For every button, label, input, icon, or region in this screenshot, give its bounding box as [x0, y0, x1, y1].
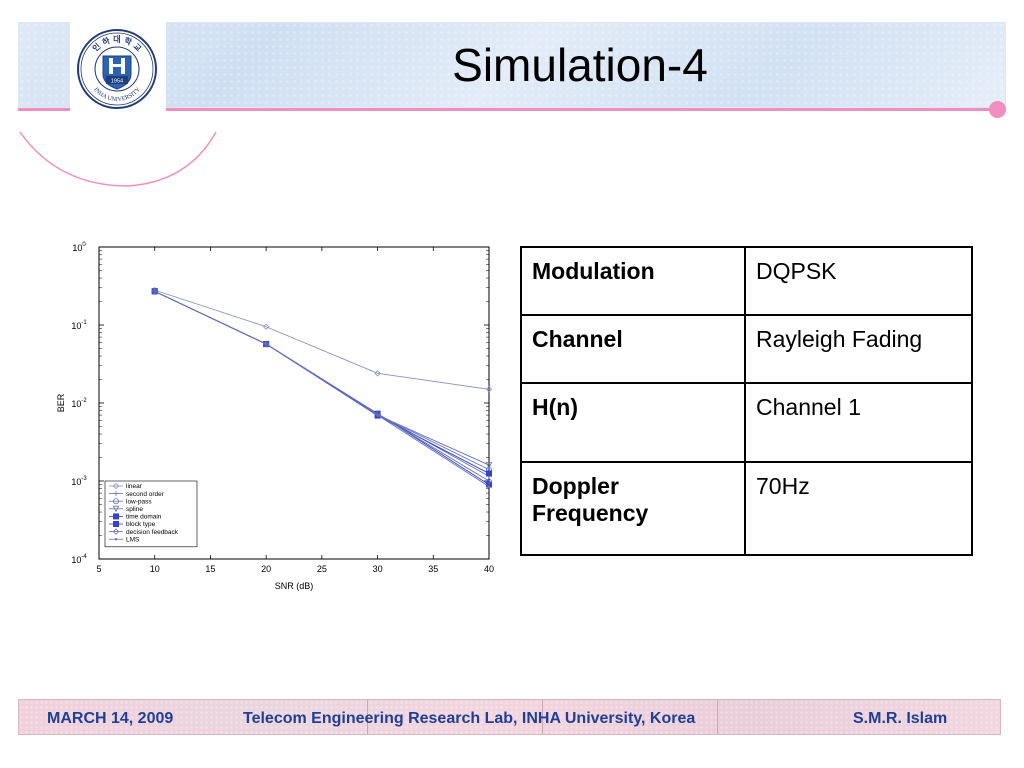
legend-entry-label: linear	[126, 483, 143, 490]
ber-chart: 5 10 15 20 25 30 35 40 100 10-1 10-2 10-3 10-4 linea…	[50, 235, 500, 600]
data-point	[485, 470, 492, 477]
y-tick-label: 10-3	[71, 476, 87, 487]
table-row: Channel Rayleigh Fading	[520, 314, 973, 385]
data-point	[485, 462, 493, 469]
x-tick-label: 25	[317, 564, 327, 574]
footer-author: S.M.R. Islam	[853, 710, 948, 727]
seal-year: 1954	[111, 79, 123, 85]
param-value-modulation: DQPSK	[744, 245, 973, 317]
x-tick-label: 40	[484, 564, 494, 574]
legend-entry-label: LMS	[126, 536, 140, 543]
legend-box	[104, 480, 198, 548]
slide-title: Simulation-4	[452, 39, 708, 91]
table-row: H(n) Channel 1	[520, 382, 973, 463]
y-tick-label: 10-2	[71, 398, 87, 409]
y-tick-base: 10	[71, 321, 81, 331]
param-key-modulation: Modulation	[520, 245, 746, 317]
x-tick-label: 20	[261, 564, 271, 574]
x-tick-label: 30	[373, 564, 383, 574]
y-tick-exponent: -3	[81, 476, 87, 482]
legend-marker	[113, 498, 120, 505]
data-point	[374, 370, 381, 377]
y-tick-exponent: 0	[82, 242, 86, 248]
data-point	[374, 410, 381, 418]
legend-entry-label: block type	[126, 521, 156, 528]
legend-marker	[112, 505, 120, 513]
legend-entry-label: time domain	[126, 514, 162, 521]
data-point	[262, 323, 270, 330]
legend-marker	[112, 528, 120, 535]
header-divider-line	[18, 108, 990, 111]
footer-separator	[542, 700, 543, 734]
param-key-hn: H(n)	[520, 382, 746, 463]
legend-marker	[114, 538, 118, 541]
table-row: Doppler Frequency 70Hz	[520, 460, 973, 557]
y-tick-exponent: -1	[81, 320, 87, 326]
simulation-parameters-table: Modulation DQPSK Channel Rayleigh Fading…	[520, 245, 973, 557]
y-tick-label: 100	[72, 242, 86, 253]
data-point	[485, 386, 493, 393]
data-point	[485, 477, 493, 485]
param-key-doppler: Doppler Frequency	[520, 460, 746, 557]
y-tick-exponent: -2	[81, 398, 87, 404]
data-point	[153, 290, 156, 293]
header-band	[18, 22, 1006, 108]
param-key-channel: Channel	[520, 314, 746, 385]
series-line-LMS	[154, 290, 490, 487]
x-tick-label: 35	[428, 564, 438, 574]
x-tick-label: 10	[150, 564, 160, 574]
data-point	[376, 413, 379, 417]
data-point	[487, 485, 491, 488]
header-divider-dot	[989, 101, 1006, 118]
legend-entry-label: decision feedback	[126, 529, 179, 536]
legend-marker	[113, 513, 120, 520]
param-value-hn: Channel 1	[744, 382, 973, 463]
footer-separator	[367, 700, 368, 734]
x-axis-label: SNR (dB)	[275, 581, 314, 591]
series-line-linear	[154, 289, 490, 390]
legend-entry-label: second order	[126, 491, 165, 498]
legend-marker	[113, 491, 119, 497]
data-point	[151, 288, 158, 295]
x-tick-label: 5	[96, 564, 101, 574]
y-tick-exponent: -4	[81, 554, 87, 560]
y-tick-base: 10	[71, 399, 81, 409]
legend-marker	[113, 520, 120, 527]
legend-entry-label: low-pass	[126, 498, 152, 505]
university-seal-logo: 인 하 대 학 교 INHA UNIVERSITY 1954	[77, 29, 157, 109]
footer-lab: Telecom Engineering Research Lab, INHA U…	[243, 710, 696, 727]
footer-separator	[717, 700, 718, 734]
param-value-channel: Rayleigh Fading	[744, 314, 973, 385]
y-tick-label: 10-4	[71, 554, 87, 565]
param-value-doppler: 70Hz	[744, 460, 973, 557]
footer-date: MARCH 14, 2009	[47, 710, 174, 727]
y-tick-label: 10-1	[71, 320, 87, 331]
legend-entry-label: spline	[126, 506, 143, 513]
y-tick-base: 10	[71, 477, 81, 487]
y-tick-base: 10	[71, 555, 81, 565]
legend-marker	[112, 482, 120, 490]
x-tick-label: 15	[205, 564, 215, 574]
logo-frame-arc	[19, 131, 217, 187]
footer-bar: MARCH 14, 2009 Telecom Engineering Resea…	[18, 699, 1001, 735]
y-tick-base: 10	[72, 243, 82, 253]
table-row: Modulation DQPSK	[520, 245, 973, 317]
y-axis-label: BER	[56, 393, 66, 412]
data-point	[264, 342, 268, 346]
